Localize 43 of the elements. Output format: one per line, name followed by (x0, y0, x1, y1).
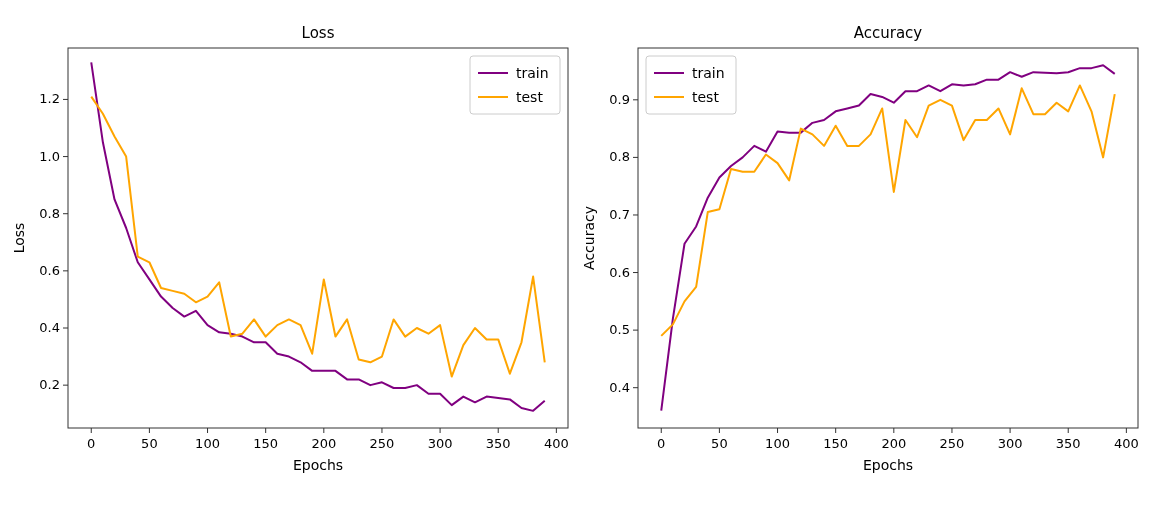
y-tick-label: 0.7 (609, 206, 630, 222)
x-tick-label: 0 (657, 436, 666, 451)
chart-title: Loss (301, 24, 335, 42)
y-axis-title: Accuracy (581, 206, 597, 270)
line-series (660, 84, 1116, 337)
x-tick-label: 300 (427, 436, 453, 451)
x-tick-label: 400 (1113, 436, 1139, 451)
x-tick-label: 200 (311, 436, 337, 451)
x-tick-label: 400 (543, 436, 569, 451)
x-tick-label: 50 (141, 436, 158, 451)
y-tick-label: 0.5 (609, 322, 630, 338)
x-axis-title: Epochs (862, 457, 914, 473)
x-tick-label: 300 (997, 436, 1023, 451)
y-tick-label: 0.4 (39, 320, 60, 335)
x-tick-label: 350 (485, 436, 511, 451)
y-tick-label: 0.9 (609, 91, 630, 107)
y-tick-label: 1.2 (39, 91, 60, 107)
x-tick-label: 50 (711, 436, 728, 451)
line-series (90, 61, 546, 412)
y-axis-title: Loss (11, 222, 27, 254)
y-tick-label: 0.4 (609, 379, 630, 395)
legend-label: test (692, 89, 720, 105)
x-tick-label: 100 (195, 436, 220, 451)
line-series (660, 64, 1116, 412)
y-tick-label: 0.8 (39, 205, 60, 221)
y-tick-label: 0.6 (39, 262, 60, 278)
x-tick-label: 100 (765, 436, 790, 451)
legend-label: train (692, 65, 725, 81)
y-tick-label: 0.8 (609, 149, 630, 165)
chart-title: Accuracy (853, 24, 923, 42)
y-tick-label: 0.2 (39, 377, 60, 393)
x-tick-label: 0 (87, 436, 96, 451)
x-tick-label: 150 (253, 436, 279, 451)
x-tick-label: 250 (369, 436, 395, 451)
y-tick-label: 0.6 (609, 264, 630, 280)
y-tick-label: 1.0 (39, 148, 60, 164)
x-tick-label: 350 (1055, 436, 1081, 451)
x-tick-label: 200 (881, 436, 907, 451)
x-axis-title: Epochs (292, 457, 344, 473)
legend-label: test (516, 89, 544, 105)
x-tick-label: 150 (823, 436, 849, 451)
legend-label: train (516, 65, 549, 81)
x-tick-label: 250 (939, 436, 965, 451)
